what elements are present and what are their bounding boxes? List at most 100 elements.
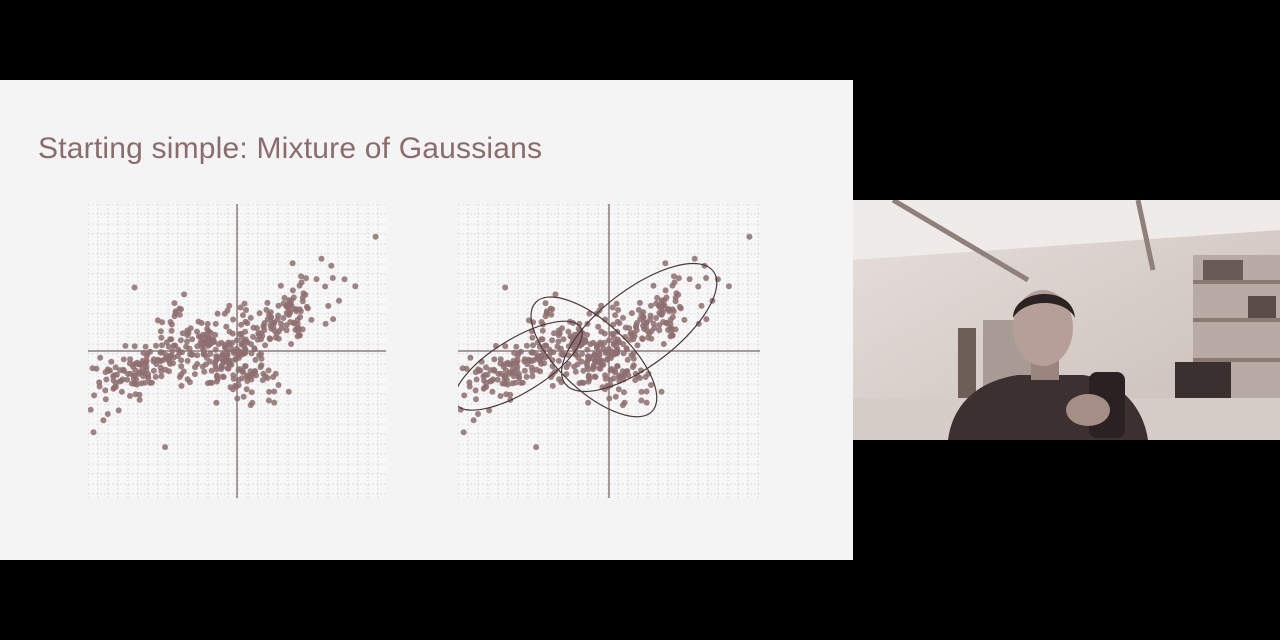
data-point [203,354,210,361]
data-point [303,303,310,310]
data-point [548,311,555,318]
data-point [154,317,161,324]
data-point [127,356,134,363]
data-point [558,345,564,352]
data-point [595,353,602,359]
data-point [534,352,541,359]
data-point [132,367,139,374]
data-point [203,361,209,368]
data-point [248,350,255,357]
data-point [303,275,309,282]
data-point [330,316,337,323]
data-point [579,350,585,357]
data-point [152,373,159,380]
data-point [178,363,185,370]
data-point [615,307,622,313]
data-point [220,358,227,364]
data-point [486,407,493,414]
data-point [240,393,247,400]
data-point [669,314,676,320]
data-point [214,310,221,317]
data-point [560,336,567,343]
data-point [475,411,481,417]
data-point [555,357,562,364]
data-point [614,338,621,345]
data-point [223,353,230,359]
data-point [175,346,182,353]
data-point [609,304,616,311]
data-point [625,372,632,379]
data-point [176,305,183,312]
data-point [529,373,536,380]
data-point [662,260,669,267]
data-point [628,310,635,317]
data-point [230,372,237,379]
coat-on-hook [958,328,976,398]
data-point [248,376,255,383]
data-point [210,337,217,343]
data-point [660,341,667,347]
data-point [235,367,242,374]
data-point [233,383,240,390]
data-point [103,376,110,383]
data-point [473,376,480,383]
data-point [352,283,359,290]
data-point [572,368,579,375]
data-point [166,358,173,365]
data-point [178,382,185,389]
data-point [648,302,654,309]
data-point [529,349,535,356]
data-point [615,386,622,393]
data-point [242,347,249,354]
data-point [598,341,605,348]
data-point [660,302,666,309]
data-point [242,363,248,370]
data-point [227,360,234,367]
data-point [336,297,342,304]
data-point [666,308,673,315]
data-point [206,341,213,348]
data-point [243,372,250,379]
data-point [184,332,191,339]
data-point [537,368,544,375]
data-point [298,279,305,286]
data-point [260,322,267,329]
data-point [244,320,251,327]
data-point [542,300,549,307]
data-point [237,304,244,311]
data-point [599,360,606,367]
data-point [596,365,603,372]
data-point [460,429,467,436]
data-point [197,334,204,341]
data-point [150,358,157,365]
data-point [549,382,556,389]
data-point [502,367,509,374]
data-point [746,233,753,240]
data-point [602,372,609,379]
data-point [528,364,535,371]
data-point [281,294,288,301]
data-point [168,336,175,343]
data-point [372,233,379,240]
data-point [672,326,679,333]
data-point [552,291,559,298]
data-point [241,300,248,307]
data-point [585,366,592,373]
data-point [247,314,254,321]
data-point [104,366,111,373]
data-point [297,314,304,320]
data-point [591,358,598,364]
data-point [620,341,627,348]
data-point [96,383,103,390]
data-point [584,346,591,353]
data-point [559,325,565,332]
shelf-item [1203,260,1243,280]
data-point [127,393,133,399]
data-point [275,382,282,388]
data-point [643,319,650,326]
data-point [521,358,528,365]
data-point [263,306,270,313]
gaussian-component-ellipse [561,262,718,393]
data-point [546,346,553,353]
